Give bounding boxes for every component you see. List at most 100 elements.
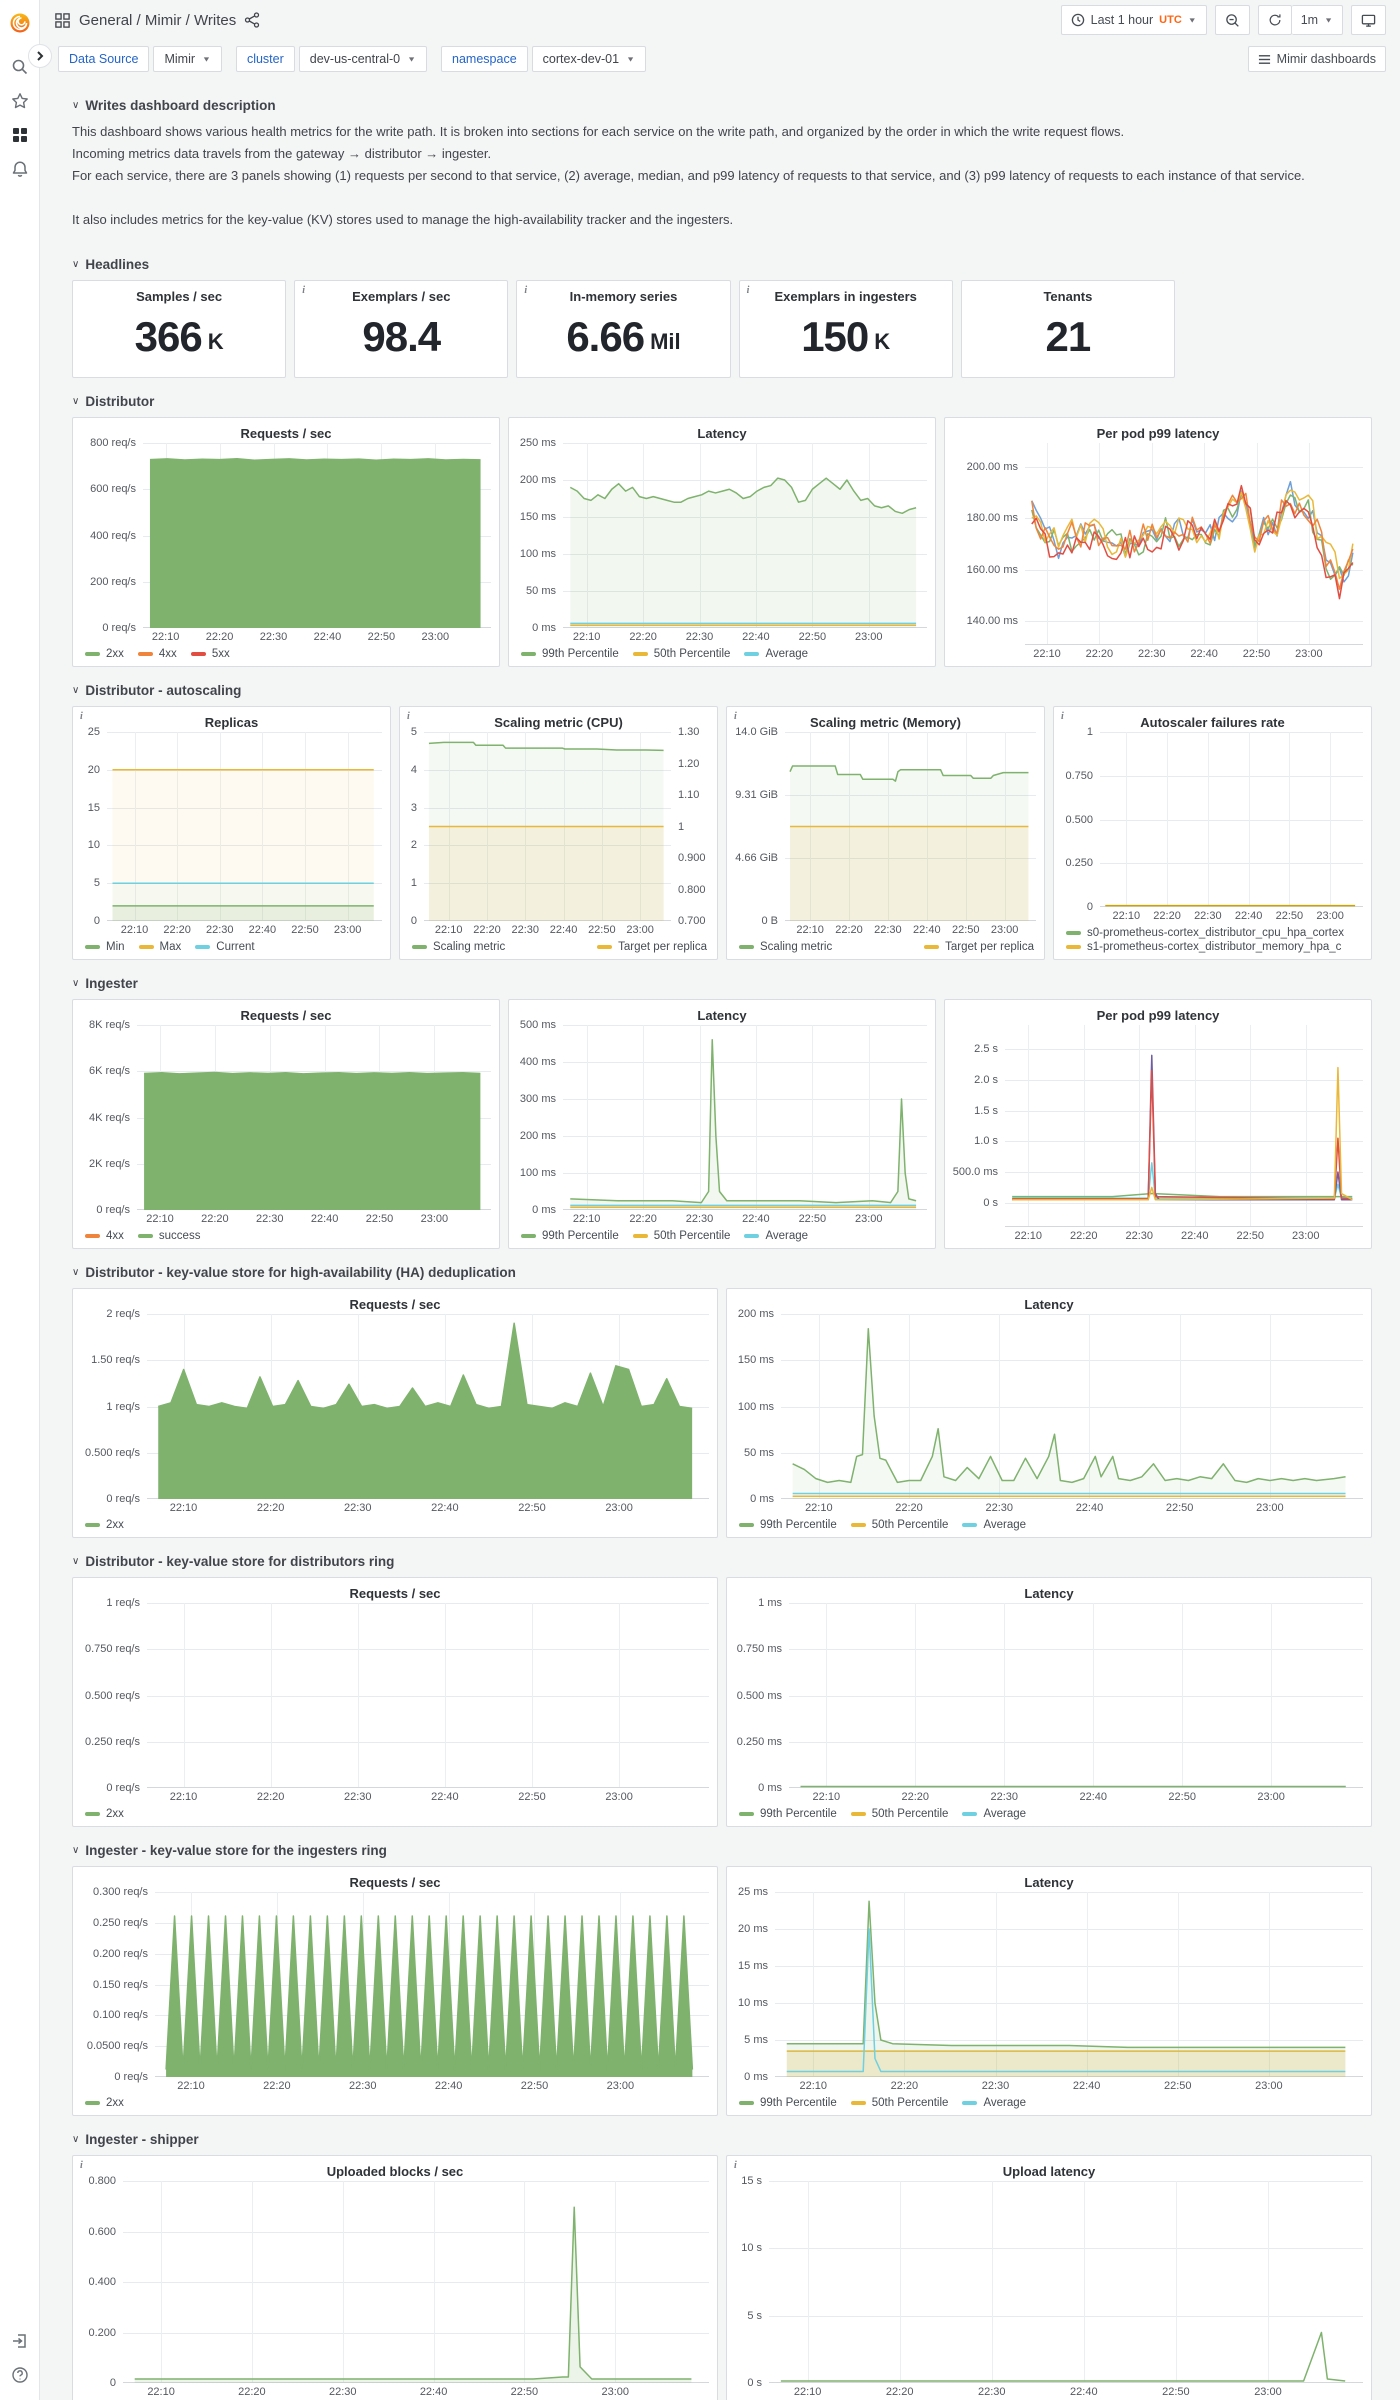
legend-item[interactable]: 4xx	[85, 1230, 124, 1242]
y-tick-label: 0	[1086, 901, 1093, 913]
search-icon[interactable]	[0, 50, 40, 84]
panel-title[interactable]: Autoscaler failures rate	[1140, 715, 1285, 730]
datasource-picker[interactable]: Mimir ▼	[153, 46, 222, 72]
legend-item[interactable]: Target per replica	[924, 941, 1034, 953]
x-tick-label: 23:00	[626, 924, 654, 936]
share-icon[interactable]	[244, 12, 260, 28]
legend-item[interactable]: Current	[195, 941, 255, 953]
panel-title[interactable]: Scaling metric (Memory)	[810, 715, 961, 730]
section-header-kv_ha[interactable]: ∨ Distributor - key-value store for high-…	[72, 1265, 1372, 1280]
legend-item[interactable]: Average	[962, 2097, 1026, 2109]
panel-title[interactable]: Scaling metric (CPU)	[494, 715, 623, 730]
grafana-logo-icon[interactable]	[0, 6, 40, 40]
panel-title[interactable]: Latency	[697, 1008, 747, 1023]
legend-item[interactable]: 99th Percentile	[739, 2097, 837, 2109]
info-icon[interactable]: i	[746, 285, 750, 296]
y-tick-label: 4K req/s	[89, 1111, 130, 1124]
section-header-kv_ring[interactable]: ∨ Distributor - key-value store for distr…	[72, 1554, 1372, 1569]
gridline	[1126, 732, 1128, 907]
panel-title[interactable]: Requests / sec	[349, 1297, 441, 1312]
panel-title[interactable]: Replicas	[204, 715, 259, 730]
info-icon[interactable]: i	[734, 2160, 737, 2171]
legend-item[interactable]: s1-prometheus-cortex_distributor_memory_…	[1066, 941, 1341, 953]
legend-item[interactable]: 50th Percentile	[632, 648, 730, 660]
legend-item[interactable]: 99th Percentile	[521, 1230, 619, 1242]
tv-mode-button[interactable]	[1351, 5, 1386, 35]
stat-title[interactable]: Tenants	[1043, 289, 1093, 304]
time-range-picker[interactable]: Last 1 hour UTC ▼	[1060, 5, 1207, 35]
mimir-dashboards-button[interactable]: Mimir dashboards	[1247, 46, 1386, 72]
y-tick-label: 3	[410, 801, 417, 814]
panel-title[interactable]: Requests / sec	[240, 1008, 332, 1023]
legend-item[interactable]: 2xx	[85, 648, 124, 660]
legend-item[interactable]: 99th Percentile	[739, 1519, 837, 1531]
legend-item[interactable]: s0-prometheus-cortex_distributor_cpu_hpa…	[1066, 927, 1344, 939]
legend-item[interactable]: Average	[962, 1808, 1026, 1820]
gridline	[812, 1025, 814, 1210]
legend-item[interactable]: Average	[744, 648, 808, 660]
panel-title[interactable]: Requests / sec	[240, 426, 332, 441]
section-header-dist_autoscale[interactable]: ∨ Distributor - autoscaling	[72, 683, 1372, 698]
legend-item[interactable]: 2xx	[85, 1519, 124, 1531]
panel-title[interactable]: Uploaded blocks / sec	[326, 2164, 464, 2179]
section-header-kv_ingring[interactable]: ∨ Ingester - key-value store for the inge…	[72, 1843, 1372, 1858]
zoom-out-button[interactable]	[1214, 5, 1250, 35]
x-tick-label: 22:50	[518, 1502, 546, 1514]
section-header-shipper[interactable]: ∨ Ingester - shipper	[72, 2132, 1372, 2147]
info-icon[interactable]: i	[407, 711, 410, 722]
panel-title[interactable]: Per pod p99 latency	[1096, 1008, 1220, 1023]
legend-item[interactable]: Average	[962, 1519, 1026, 1531]
panel-title[interactable]: Latency	[1024, 1297, 1074, 1312]
legend-item[interactable]: Average	[744, 1230, 808, 1242]
legend-item[interactable]: 5xx	[190, 648, 230, 660]
legend-item[interactable]: 2xx	[85, 2097, 124, 2109]
legend-item[interactable]: 99th Percentile	[739, 1808, 837, 1820]
legend-item[interactable]: Target per replica	[597, 941, 707, 953]
legend-item[interactable]: Scaling metric	[739, 941, 832, 953]
section-header-desc[interactable]: ∨ Writes dashboard description	[72, 98, 1372, 113]
sidebar-expand-button[interactable]	[28, 44, 52, 68]
section-header-ingester[interactable]: ∨ Ingester	[72, 976, 1372, 991]
info-icon[interactable]: i	[1061, 711, 1064, 722]
dashboards-icon[interactable]	[0, 118, 40, 152]
gridline	[563, 1099, 927, 1100]
legend-item[interactable]: Min	[85, 941, 125, 953]
panel-title[interactable]: Requests / sec	[349, 1586, 441, 1601]
legend-item[interactable]: 99th Percentile	[521, 648, 619, 660]
legend-item[interactable]: Max	[138, 941, 181, 953]
legend-item[interactable]: success	[137, 1230, 200, 1242]
stat-title[interactable]: Samples / sec	[136, 289, 223, 304]
info-icon[interactable]: i	[524, 285, 528, 296]
namespace-picker[interactable]: cortex-dev-01 ▼	[531, 46, 647, 72]
legend-item[interactable]: Scaling metric	[412, 941, 505, 953]
breadcrumb[interactable]: General / Mimir / Writes	[54, 12, 260, 29]
legend-item[interactable]: 4xx	[137, 648, 177, 660]
alerting-bell-icon[interactable]	[0, 152, 40, 186]
legend-item[interactable]: 50th Percentile	[850, 2097, 948, 2109]
refresh-interval-picker[interactable]: 1m ▼	[1291, 5, 1343, 35]
refresh-button[interactable]	[1257, 5, 1292, 35]
help-icon[interactable]	[0, 2358, 40, 2392]
panel-title[interactable]: Latency	[1024, 1586, 1074, 1601]
legend-item[interactable]: 50th Percentile	[850, 1808, 948, 1820]
stat-title[interactable]: In-memory series	[569, 289, 678, 304]
info-icon[interactable]: i	[734, 711, 737, 722]
cluster-picker[interactable]: dev-us-central-0 ▼	[298, 46, 428, 72]
sign-in-icon[interactable]	[0, 2324, 40, 2358]
stat-title[interactable]: Exemplars in ingesters	[774, 289, 917, 304]
section-header-headlines[interactable]: ∨ Headlines	[72, 257, 1372, 272]
info-icon[interactable]: i	[302, 285, 305, 296]
section-header-distributor[interactable]: ∨ Distributor	[72, 394, 1372, 409]
stat-title[interactable]: Exemplars / sec	[352, 289, 451, 304]
panel-title[interactable]: Requests / sec	[349, 1875, 441, 1890]
panel-title[interactable]: Latency	[697, 426, 747, 441]
panel-title[interactable]: Latency	[1024, 1875, 1074, 1890]
legend-item[interactable]: 2xx	[85, 1808, 124, 1820]
legend-item[interactable]: 50th Percentile	[850, 1519, 948, 1531]
starred-icon[interactable]	[0, 84, 40, 118]
panel-title[interactable]: Per pod p99 latency	[1096, 426, 1220, 441]
info-icon[interactable]: i	[80, 2160, 83, 2171]
panel-title[interactable]: Upload latency	[1002, 2164, 1096, 2179]
legend-item[interactable]: 50th Percentile	[632, 1230, 730, 1242]
info-icon[interactable]: i	[80, 711, 83, 722]
